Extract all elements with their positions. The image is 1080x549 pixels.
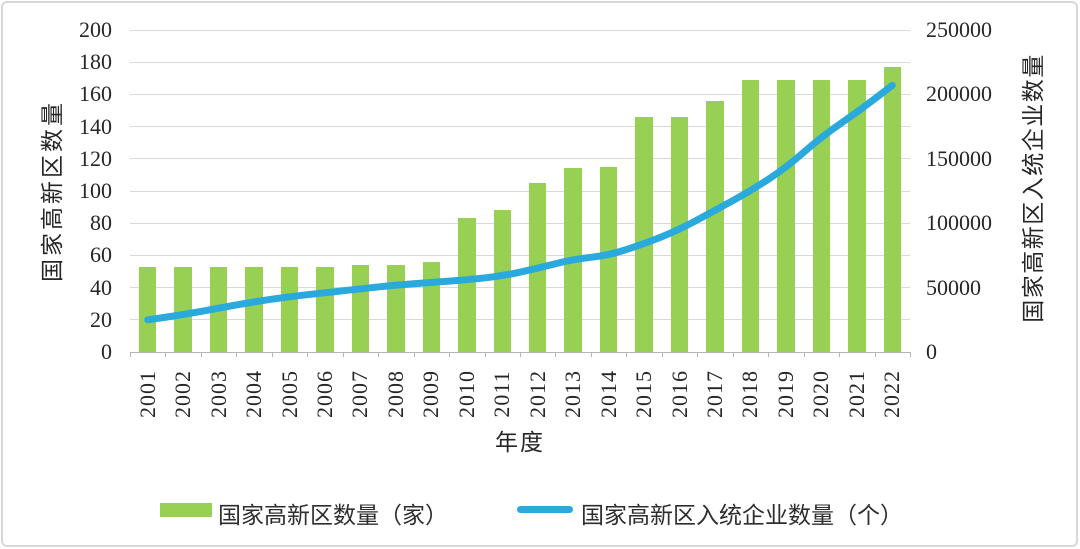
bar-2001 [138, 266, 157, 352]
bar-2010 [458, 218, 476, 352]
x-axis-tick-mark [130, 352, 131, 357]
x-tick-label-2014: 2014 [595, 370, 621, 418]
x-tick-label-2012: 2012 [524, 370, 550, 418]
x-tick-label-2020: 2020 [808, 370, 834, 418]
x-axis-tick-mark [307, 352, 309, 357]
left-axis-tick-label: 40 [90, 274, 112, 300]
bar-2012 [528, 182, 547, 352]
right-axis-tick-label: 100000 [926, 210, 992, 236]
x-axis-tick-mark [768, 352, 770, 357]
x-axis-tick-mark [236, 352, 238, 357]
left-axis-tick-label: 20 [90, 306, 112, 332]
x-axis-tick-mark [874, 352, 876, 357]
right-axis-tick-label: 150000 [926, 145, 992, 171]
bar-2018 [741, 79, 760, 352]
bar-2007 [351, 265, 370, 352]
right-axis-tick-label: 0 [926, 339, 937, 364]
x-tick-label-2011: 2011 [489, 370, 515, 418]
x-tick-label-2004: 2004 [241, 370, 267, 418]
x-axis-tick-mark [271, 352, 273, 357]
x-axis-tick-mark [626, 352, 628, 357]
right-axis-title: 国家高新区入统企业数量 [1021, 53, 1046, 323]
x-tick-label-2019: 2019 [772, 370, 798, 418]
bar-2002 [174, 266, 192, 352]
left-axis-tick-label: 200 [79, 17, 112, 42]
x-axis-tick-mark [803, 352, 805, 357]
x-tick-label-2017: 2017 [702, 370, 727, 418]
x-axis-tick-mark [449, 352, 451, 357]
x-tick-label-2003: 2003 [205, 370, 231, 418]
bar-2003 [209, 266, 228, 352]
left-axis-tick-label: 60 [90, 242, 112, 268]
left-axis-tick-label: 0 [101, 339, 112, 364]
legend-bar-swatch [160, 503, 212, 517]
x-axis-tick-mark [165, 352, 167, 357]
x-axis-tick-mark [200, 352, 202, 357]
x-tick-label-2016: 2016 [666, 370, 692, 418]
x-axis-tick-mark [413, 352, 415, 357]
bar-2015 [635, 116, 653, 352]
bar-2021 [848, 79, 866, 352]
x-tick-label-2010: 2010 [453, 370, 479, 418]
bar-2022 [883, 67, 902, 352]
bar-2020 [812, 79, 831, 352]
gridline [130, 29, 910, 31]
x-axis-tick-mark [732, 352, 734, 357]
right-axis-tick-label: 200000 [926, 81, 992, 107]
bar-2017 [706, 100, 724, 352]
left-axis-tick-label: 140 [79, 113, 112, 139]
x-tick-label-2015: 2015 [631, 370, 657, 418]
bar-2008 [387, 265, 405, 352]
x-tick-label-2021: 2021 [843, 370, 869, 418]
legend-bar-label: 国家高新区数量（家） [218, 503, 448, 528]
x-tick-label-2013: 2013 [560, 370, 586, 418]
x-axis-tick-mark [520, 352, 521, 357]
bar-2006 [316, 266, 334, 352]
x-tick-label-2002: 2002 [170, 370, 196, 418]
x-axis-tick-mark [590, 352, 592, 357]
left-axis-tick-label: 180 [79, 49, 112, 75]
x-tick-label-2018: 2018 [737, 370, 763, 418]
right-axis-tick-label: 50000 [926, 274, 981, 300]
left-axis-title: 国家高新区数量 [40, 100, 65, 282]
x-tick-label-2007: 2007 [347, 370, 373, 418]
bar-2011 [493, 210, 512, 352]
x-tick-label-2001: 2001 [134, 370, 160, 418]
x-axis-tick-mark [910, 352, 911, 357]
legend-line-label: 国家高新区入统企业数量（个） [581, 503, 903, 528]
x-tick-label-2009: 2009 [418, 370, 444, 418]
left-axis-tick-label: 100 [79, 178, 112, 203]
bar-2016 [670, 116, 689, 352]
x-axis-tick-mark [839, 352, 841, 357]
x-axis-tick-mark [661, 352, 663, 357]
x-axis-tick-mark [342, 352, 344, 357]
x-axis-title: 年度 [495, 430, 545, 455]
bar-2004 [245, 266, 263, 352]
x-tick-label-2005: 2005 [276, 370, 302, 418]
left-axis-tick-label: 120 [79, 145, 112, 171]
legend-line-swatch [517, 506, 573, 513]
x-axis-tick-mark [697, 352, 699, 357]
x-axis-tick-mark [555, 352, 557, 357]
x-tick-label-2008: 2008 [382, 370, 408, 418]
bar-2013 [564, 168, 582, 352]
bar-2014 [599, 166, 618, 352]
x-tick-label-2022: 2022 [879, 370, 905, 418]
gridline [130, 61, 910, 63]
x-axis-tick-mark [378, 352, 380, 357]
left-axis-tick-label: 160 [79, 81, 112, 107]
bar-2005 [280, 266, 299, 352]
right-axis-tick-label: 250000 [926, 17, 992, 42]
left-axis-tick-label: 80 [90, 210, 112, 236]
bar-2019 [777, 79, 795, 352]
x-tick-label-2006: 2006 [312, 370, 337, 418]
x-axis-tick-mark [484, 352, 486, 357]
bar-2009 [422, 261, 441, 352]
